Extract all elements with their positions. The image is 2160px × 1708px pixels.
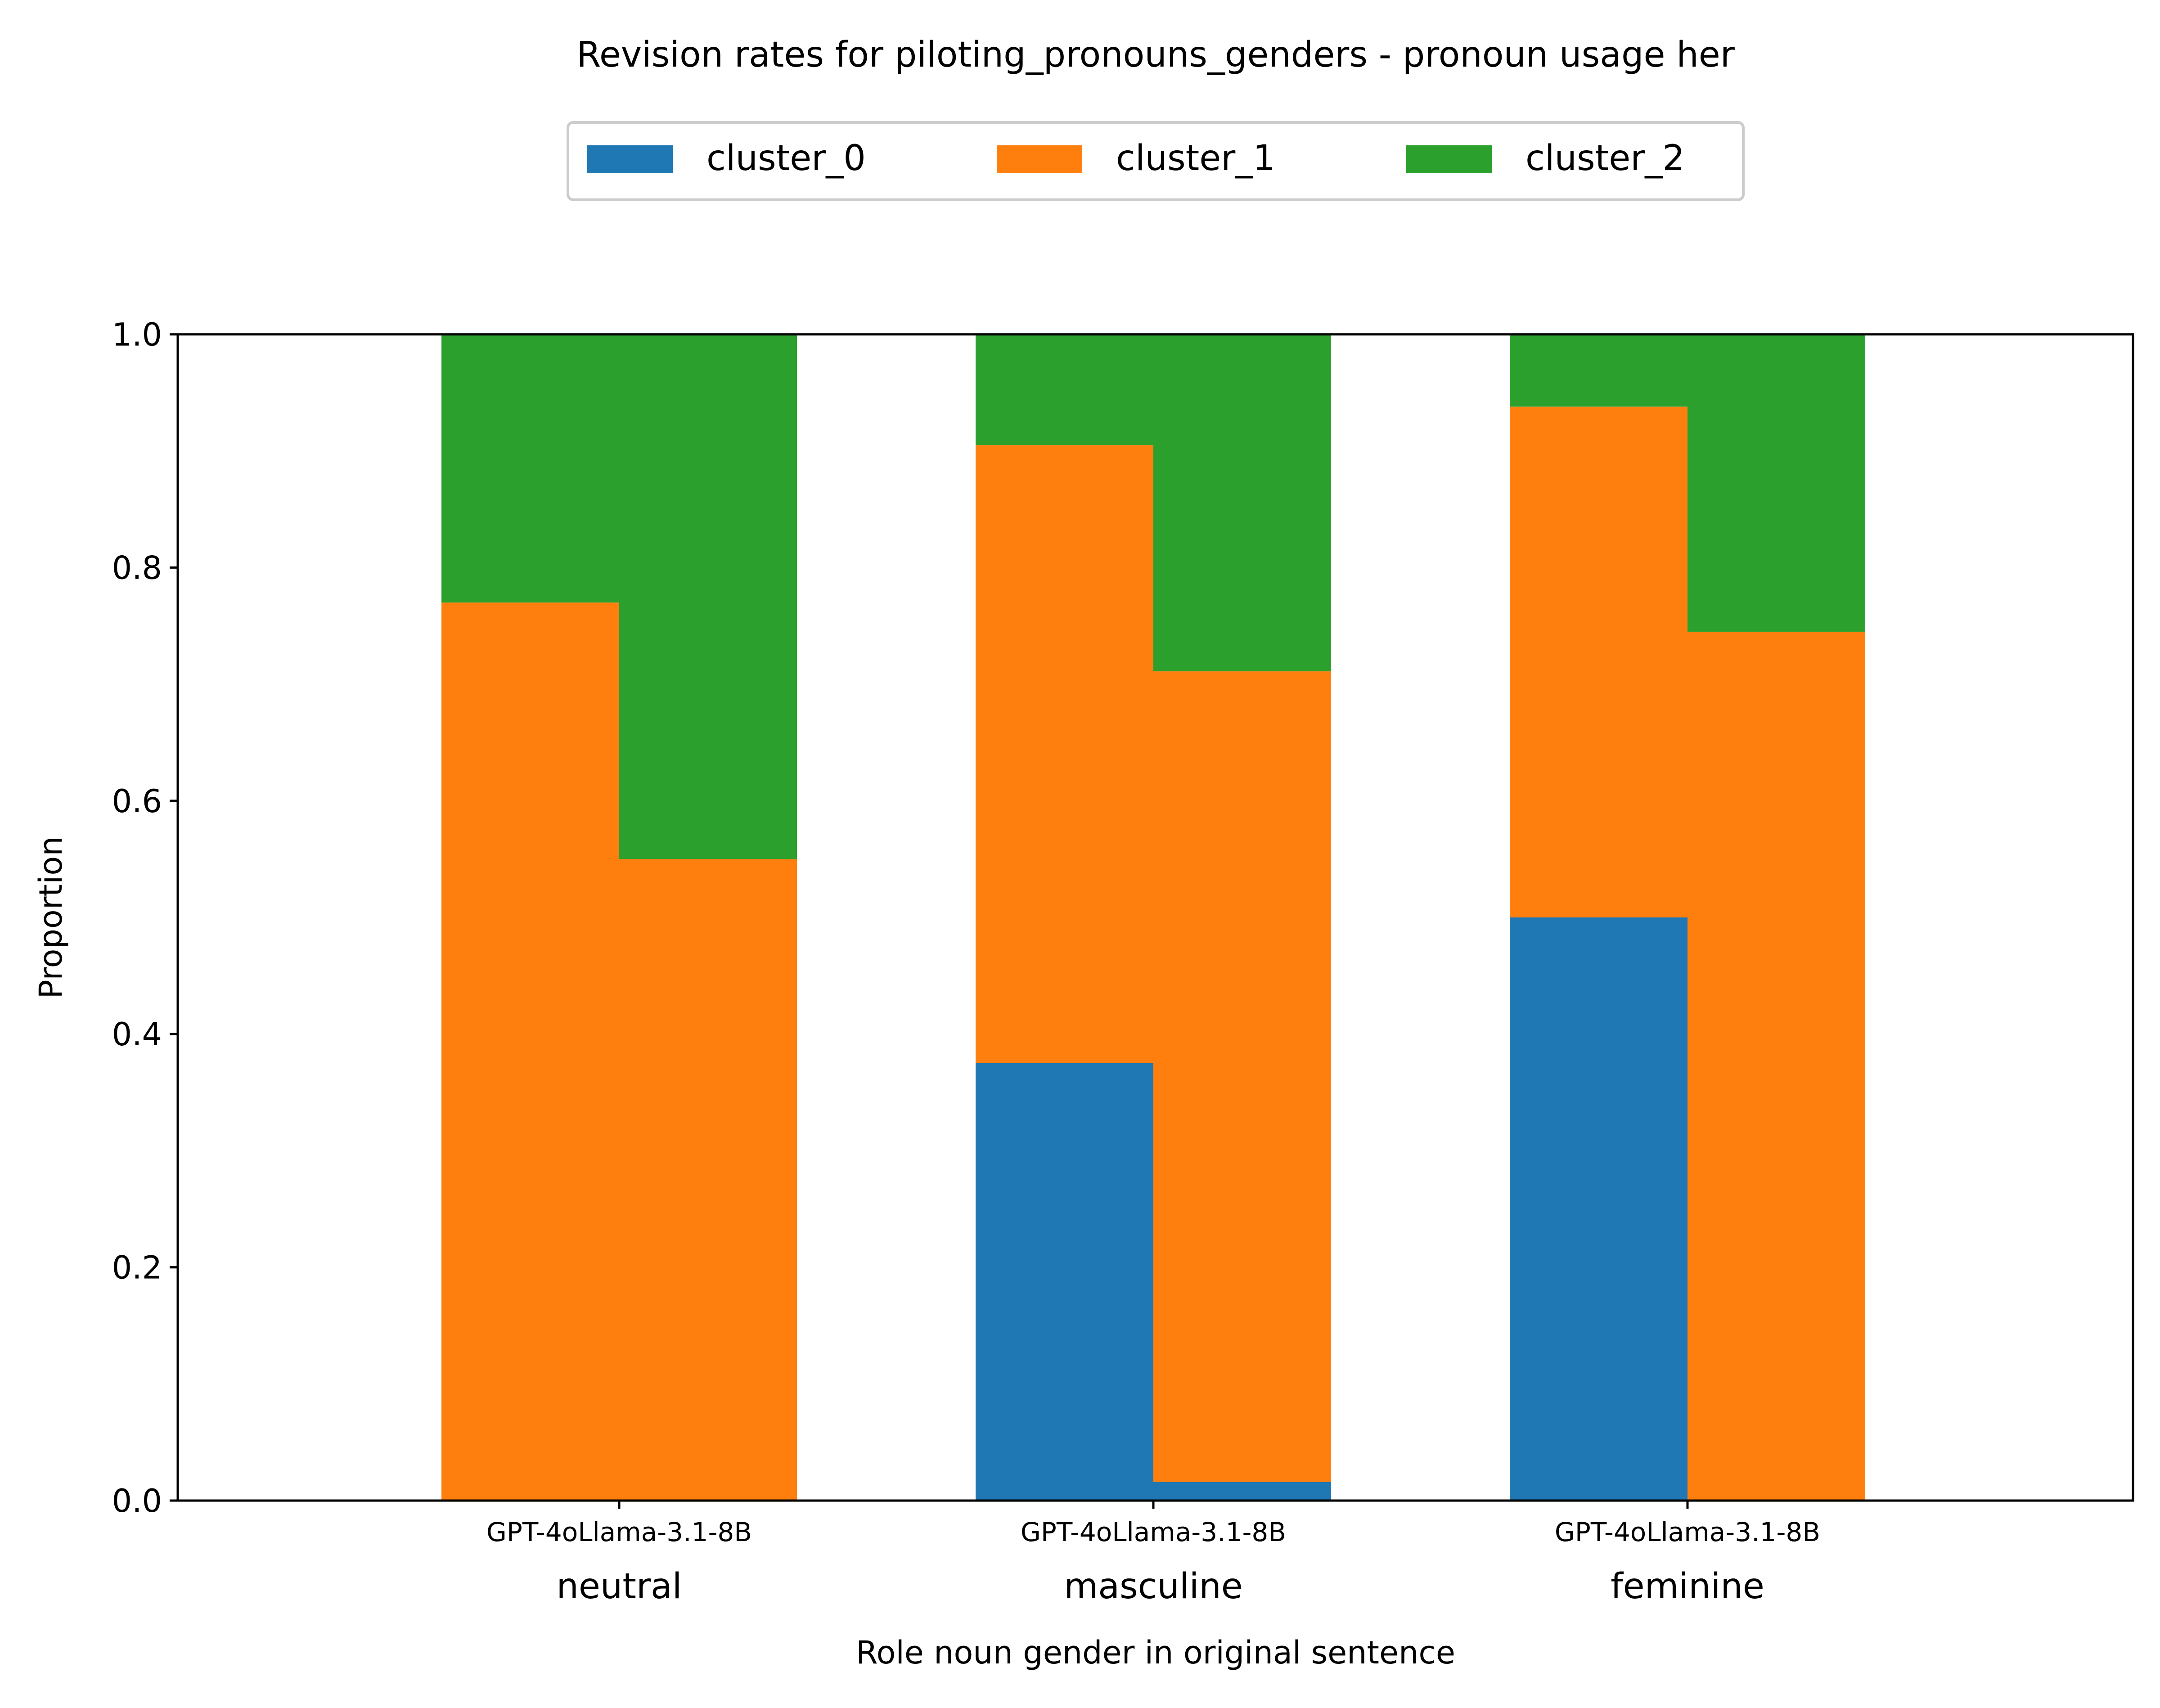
bar-cluster_2-neutral-Llama-3.1-8B — [619, 334, 797, 859]
y-tick-label: 0.6 — [112, 783, 162, 820]
bar-cluster_1-feminine-GPT-4o — [1510, 406, 1688, 917]
x-group-label-neutral: neutral — [557, 1566, 682, 1607]
legend: cluster_0 cluster_1 cluster_2 — [567, 121, 1745, 201]
bar-cluster_1-masculine-GPT-4o — [976, 445, 1153, 1063]
bar-cluster_0-masculine-GPT-4o — [976, 1063, 1153, 1501]
y-tick-label: 1.0 — [112, 316, 162, 353]
bar-cluster_2-neutral-GPT-4o — [441, 334, 619, 603]
bar-cluster_2-masculine-GPT-4o — [976, 334, 1153, 445]
x-model-tick-label: GPT-4oLlama-3.1-8B — [486, 1517, 752, 1547]
legend-label-cluster_0: cluster_0 — [706, 138, 866, 179]
bar-cluster_0-masculine-Llama-3.1-8B — [1153, 1482, 1331, 1501]
bar-cluster_1-feminine-Llama-3.1-8B — [1688, 631, 1865, 1501]
legend-label-cluster_2: cluster_2 — [1526, 138, 1685, 179]
legend-swatch-cluster_0 — [587, 145, 673, 173]
legend-label-cluster_1: cluster_1 — [1116, 138, 1275, 179]
bar-cluster_0-feminine-GPT-4o — [1510, 917, 1688, 1501]
y-tick-label: 0.2 — [112, 1250, 162, 1286]
x-model-tick-label: GPT-4oLlama-3.1-8B — [1555, 1517, 1820, 1547]
bar-cluster_2-masculine-Llama-3.1-8B — [1153, 334, 1331, 672]
bar-cluster_1-neutral-GPT-4o — [441, 602, 619, 1501]
plot-frame — [176, 333, 2134, 1502]
chart-title: Revision rates for piloting_pronouns_gen… — [576, 35, 1735, 75]
x-group-label-feminine: feminine — [1611, 1566, 1764, 1607]
bars — [441, 334, 1865, 1501]
legend-box — [567, 121, 1745, 201]
y-axis-label: Proportion — [32, 836, 69, 998]
bar-cluster_1-neutral-Llama-3.1-8B — [619, 859, 797, 1501]
bar-cluster_2-feminine-GPT-4o — [1510, 334, 1688, 407]
y-tick-label: 0.4 — [112, 1016, 162, 1053]
y-tick-label: 0.8 — [112, 549, 162, 586]
bar-cluster_1-masculine-Llama-3.1-8B — [1153, 671, 1331, 1482]
y-axis: 0.0 0.2 0.4 0.6 0.8 1.0 — [112, 316, 178, 1519]
x-group-label-masculine: masculine — [1064, 1566, 1243, 1607]
legend-swatch-cluster_2 — [1406, 145, 1492, 173]
x-axis-label: Role noun gender in original sentence — [856, 1634, 1455, 1671]
legend-swatch-cluster_1 — [997, 145, 1082, 173]
bar-cluster_2-feminine-Llama-3.1-8B — [1688, 334, 1865, 632]
x-model-tick-label: GPT-4oLlama-3.1-8B — [1021, 1517, 1286, 1547]
y-tick-label: 0.0 — [112, 1483, 162, 1519]
x-axis: GPT-4oLlama-3.1-8B neutral GPT-4oLlama-3.1… — [486, 1501, 1820, 1607]
